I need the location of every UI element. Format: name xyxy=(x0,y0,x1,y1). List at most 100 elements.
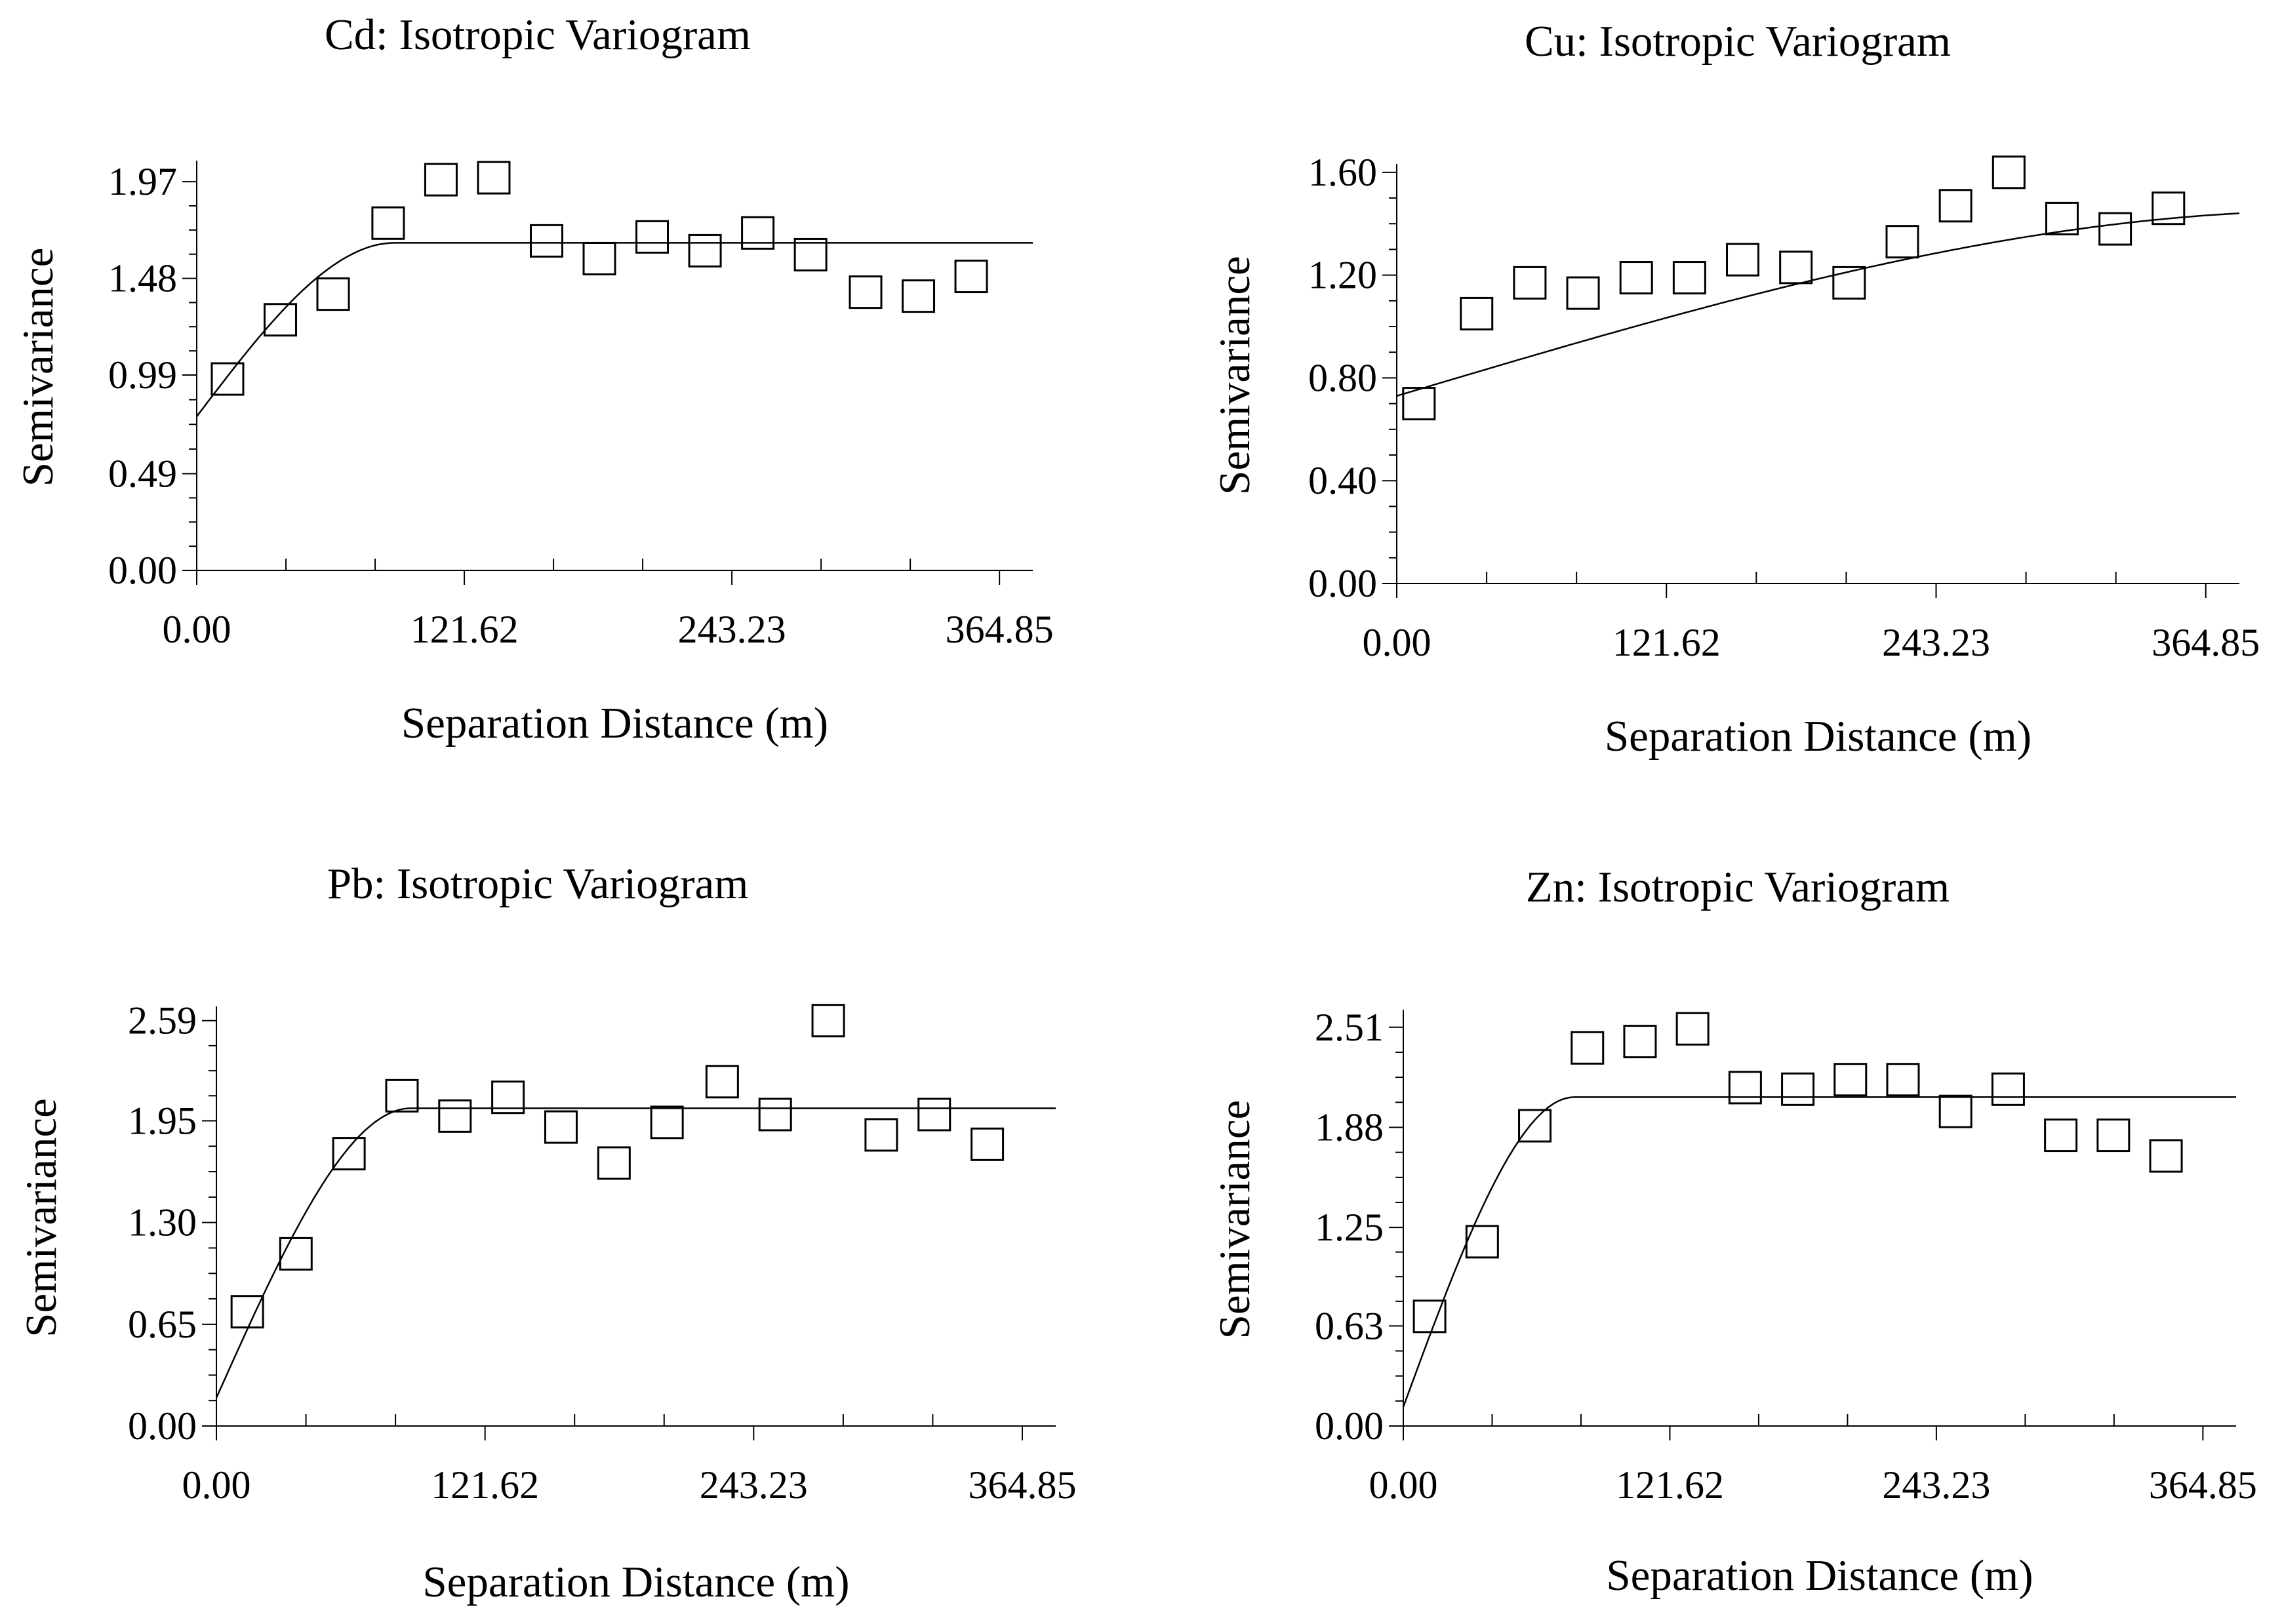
zn-data-point xyxy=(1886,1063,1920,1097)
cu-data-point xyxy=(1619,261,1653,295)
pb-x-tick-label: 364.85 xyxy=(968,1463,1076,1507)
pb-y-tick-label: 1.30 xyxy=(128,1201,197,1244)
zn-y-tick-label: 2.51 xyxy=(1315,1006,1384,1049)
cd-y-tick-label: 0.99 xyxy=(108,353,177,397)
zn-data-point xyxy=(1833,1063,1868,1097)
cu-y-tick-label: 0.40 xyxy=(1308,459,1377,502)
cd-data-point xyxy=(793,237,828,271)
cd-y-tick-label: 1.97 xyxy=(108,160,177,203)
pb-data-point xyxy=(544,1110,578,1144)
cu-x-tick-label: 121.62 xyxy=(1612,621,1721,664)
cu-x-axis-label: Separation Distance (m) xyxy=(1605,712,2032,761)
cu-data-point xyxy=(1938,189,1972,223)
chart-cu: Cu: Isotropic Variogram 0.00 0.40 0.80 1.20 1… xyxy=(1211,17,2260,761)
pb-y-tick-label: 2.59 xyxy=(128,999,197,1042)
pb-data-point xyxy=(705,1065,739,1099)
zn-x-tick-label: 0.00 xyxy=(1369,1463,1438,1507)
pb-data-point xyxy=(811,1004,845,1038)
cu-y-tick-label: 0.00 xyxy=(1308,562,1377,605)
cd-y-tick-label: 0.00 xyxy=(108,549,177,592)
zn-data-point xyxy=(2096,1119,2131,1153)
cu-data-point xyxy=(1460,296,1494,330)
cu-y-tick-label: 1.60 xyxy=(1308,151,1377,194)
zn-data-point xyxy=(1938,1094,1972,1128)
cu-x-tick-label: 0.00 xyxy=(1363,621,1431,664)
pb-data-point xyxy=(650,1105,684,1139)
cu-y-tick-label: 0.80 xyxy=(1308,356,1377,399)
cd-x-tick-label: 121.62 xyxy=(410,608,519,651)
cu-data-point xyxy=(1726,243,1760,277)
pb-x-tick-label: 243.23 xyxy=(700,1463,808,1507)
pb-y-axis-label: Semivariance xyxy=(17,1098,66,1337)
cd-data-point xyxy=(902,279,936,313)
cu-data-point xyxy=(2152,191,2186,226)
cu-y-tick-label: 1.20 xyxy=(1308,254,1377,297)
pb-data-point xyxy=(597,1146,631,1180)
pb-data-point xyxy=(385,1079,419,1113)
pb-data-point xyxy=(864,1118,898,1152)
cd-data-point xyxy=(688,233,722,267)
cu-data-point xyxy=(2098,212,2132,246)
cd-x-axis-label: Separation Distance (m) xyxy=(401,699,828,747)
pb-data-point xyxy=(971,1127,1005,1161)
cd-y-tick-label: 1.48 xyxy=(108,257,177,300)
cu-data-point xyxy=(2045,201,2079,235)
zn-x-tick-label: 364.85 xyxy=(2149,1463,2257,1507)
pb-data-point xyxy=(917,1098,951,1132)
pb-x-tick-label: 121.62 xyxy=(431,1463,539,1507)
cd-x-tick-label: 0.00 xyxy=(163,608,231,651)
pb-x-tick-label: 0.00 xyxy=(182,1463,251,1507)
cd-data-point xyxy=(954,260,988,294)
zn-data-point xyxy=(1518,1109,1552,1143)
zn-y-tick-label: 1.88 xyxy=(1315,1105,1384,1149)
cu-chart-title: Cu: Isotropic Variogram xyxy=(1525,17,1951,66)
chart-cd: Cd: Isotropic Variogram 0.00 0.49 0.99 1.48 1… xyxy=(14,10,1054,747)
cd-data-point xyxy=(477,161,511,195)
cd-data-point xyxy=(316,277,350,311)
zn-data-point xyxy=(1991,1072,2025,1106)
cu-data-point xyxy=(1402,387,1436,421)
cd-y-axis-label: Semivariance xyxy=(14,248,62,487)
cu-data-point xyxy=(1566,276,1600,310)
pb-data-point xyxy=(438,1099,472,1133)
chart-zn: Zn: Isotropic Variogram 0.00 0.63 1.25 1.88 2… xyxy=(1211,863,2257,1600)
cu-data-point xyxy=(1779,250,1813,285)
zn-x-axis-label: Separation Distance (m) xyxy=(1606,1551,2033,1600)
cd-data-point xyxy=(849,275,883,309)
cu-data-point xyxy=(1672,261,1706,295)
cd-y-tick-label: 0.49 xyxy=(108,452,177,496)
pb-y-tick-label: 0.00 xyxy=(128,1404,197,1448)
cd-chart-title: Cd: Isotropic Variogram xyxy=(325,10,751,59)
zn-model-curve xyxy=(1402,1096,2236,1408)
zn-data-point xyxy=(1728,1071,1762,1105)
cd-data-point xyxy=(371,206,405,240)
zn-x-tick-label: 121.62 xyxy=(1616,1463,1724,1507)
pb-chart-title: Pb: Isotropic Variogram xyxy=(327,860,749,908)
cd-data-point xyxy=(529,224,563,258)
zn-data-point xyxy=(1675,1012,1710,1046)
cd-data-point xyxy=(424,163,458,197)
zn-data-point xyxy=(2149,1139,2183,1173)
zn-data-point xyxy=(1781,1072,1815,1106)
cu-data-point xyxy=(1513,266,1547,300)
pb-data-point xyxy=(230,1295,264,1329)
cu-data-point xyxy=(1832,266,1866,300)
cu-y-axis-label: Semivariance xyxy=(1211,256,1259,495)
cu-x-tick-label: 364.85 xyxy=(2152,621,2260,664)
zn-y-tick-label: 1.25 xyxy=(1315,1206,1384,1249)
zn-data-point xyxy=(2044,1119,2078,1153)
chart-pb: Pb: Isotropic Variogram 0.00 0.65 1.30 1.95 2… xyxy=(17,860,1076,1606)
pb-data-point xyxy=(279,1237,313,1271)
pb-data-point xyxy=(491,1080,525,1115)
zn-data-point xyxy=(1623,1025,1657,1059)
zn-y-axis-label: Semivariance xyxy=(1211,1100,1259,1339)
cd-data-point xyxy=(264,303,297,337)
zn-data-point xyxy=(1412,1299,1447,1334)
cu-data-point xyxy=(1885,225,1919,259)
pb-data-point xyxy=(332,1137,366,1171)
zn-y-tick-label: 0.00 xyxy=(1315,1404,1384,1448)
cd-data-point xyxy=(635,220,670,254)
pb-y-tick-label: 0.65 xyxy=(128,1303,197,1346)
cd-data-point xyxy=(210,362,245,396)
